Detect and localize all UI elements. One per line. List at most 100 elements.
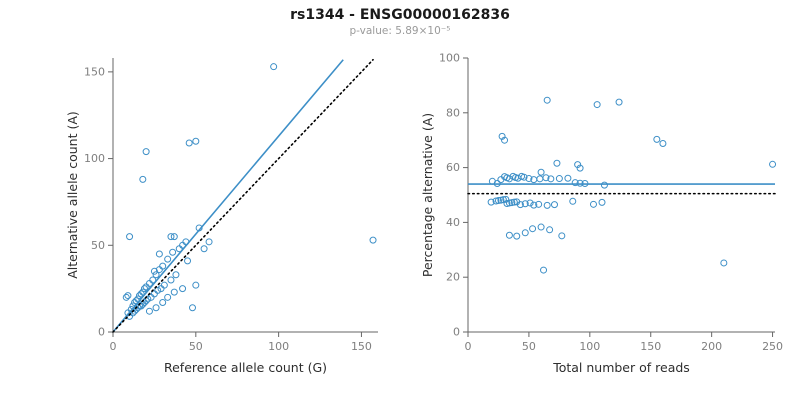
data-point — [513, 232, 521, 240]
y-tick-label: 0 — [453, 326, 460, 339]
data-point — [529, 225, 537, 233]
y-tick-label: 40 — [446, 216, 460, 229]
data-point — [172, 271, 180, 279]
data-point — [543, 96, 551, 104]
data-point — [593, 101, 601, 109]
chart-1: 0 50 100 150 0 50 100 150 Reference allele count… — [65, 58, 378, 375]
data-points — [487, 96, 777, 274]
data-point — [505, 231, 513, 239]
data-point — [526, 199, 534, 207]
data-point — [152, 304, 160, 312]
data-point — [769, 160, 777, 168]
y-tick-label: 100 — [439, 52, 460, 65]
data-point — [521, 229, 529, 237]
data-point — [142, 283, 150, 291]
data-point — [535, 200, 543, 208]
x-tick-label: 100 — [579, 340, 600, 353]
data-point — [574, 161, 582, 169]
data-point — [124, 292, 132, 300]
data-point — [516, 201, 524, 209]
data-point — [542, 174, 550, 182]
fit-line — [112, 59, 344, 333]
data-point — [134, 304, 142, 312]
data-point — [615, 98, 623, 106]
data-point — [192, 281, 200, 289]
data-point — [150, 267, 158, 275]
data-point — [270, 63, 278, 71]
data-point — [598, 198, 606, 206]
x-tick-label: 150 — [351, 340, 372, 353]
data-point — [184, 257, 192, 265]
data-point — [159, 299, 167, 307]
data-point — [487, 198, 495, 206]
data-point — [569, 197, 577, 205]
data-point — [152, 271, 160, 279]
data-point — [600, 181, 608, 189]
data-point — [200, 245, 208, 253]
x-tick-label: 150 — [640, 340, 661, 353]
data-point — [139, 175, 147, 183]
data-point — [169, 248, 177, 256]
y-tick-label: 0 — [98, 326, 105, 339]
data-point — [170, 288, 178, 296]
data-point — [543, 201, 551, 209]
x-tick-label: 200 — [701, 340, 722, 353]
data-point — [553, 159, 561, 167]
x-tick-label: 50 — [522, 340, 536, 353]
data-point — [175, 245, 183, 253]
y-tick-label: 50 — [91, 239, 105, 252]
data-point — [510, 198, 518, 206]
data-point — [547, 175, 555, 183]
x-axis-label: Reference allele count (G) — [164, 360, 327, 375]
x-axis-label: Total number of reads — [552, 360, 690, 375]
data-point — [160, 281, 168, 289]
data-point — [530, 201, 538, 209]
data-point — [164, 293, 172, 301]
data-point — [154, 286, 162, 294]
data-point — [126, 233, 134, 241]
data-point — [558, 232, 566, 240]
data-point — [537, 223, 545, 231]
data-point — [170, 233, 178, 241]
data-point — [502, 195, 510, 203]
data-point — [142, 148, 150, 156]
data-point — [550, 201, 558, 209]
data-point — [659, 139, 667, 147]
data-point — [149, 276, 157, 284]
data-point — [140, 285, 148, 293]
data-point — [137, 290, 145, 298]
data-point — [159, 262, 167, 270]
data-point — [564, 174, 572, 182]
chart-2: 0 50 100 150 200 250 0 20 40 60 80 100 Total number … — [420, 52, 783, 376]
data-point — [494, 196, 502, 204]
y-tick-label: 150 — [84, 65, 105, 78]
data-point — [189, 304, 196, 312]
y-tick-label: 60 — [446, 161, 460, 174]
data-point — [369, 236, 377, 244]
x-tick-label: 50 — [189, 340, 203, 353]
data-point — [205, 238, 213, 246]
y-axis-label: Alternative allele count (A) — [65, 111, 80, 279]
y-axis-label: Percentage alternative (A) — [420, 113, 435, 277]
plot-subtitle: p-value: 5.89×10⁻⁵ — [349, 25, 451, 37]
data-point — [179, 285, 187, 293]
data-point — [589, 200, 597, 208]
data-point — [536, 175, 544, 183]
data-point — [525, 175, 533, 183]
data-point — [576, 179, 584, 187]
data-point — [499, 196, 507, 204]
identity-line — [112, 58, 374, 333]
x-tick-label: 0 — [110, 340, 117, 353]
data-point — [155, 250, 163, 258]
data-point — [144, 295, 152, 303]
data-point — [164, 255, 172, 263]
data-point — [537, 168, 545, 176]
plot-title: rs1344 - ENSG00000162836 — [290, 7, 510, 23]
data-point — [501, 136, 509, 144]
y-tick-label: 100 — [84, 152, 105, 165]
data-point — [167, 276, 175, 284]
data-point — [576, 164, 584, 172]
data-point — [145, 307, 153, 315]
